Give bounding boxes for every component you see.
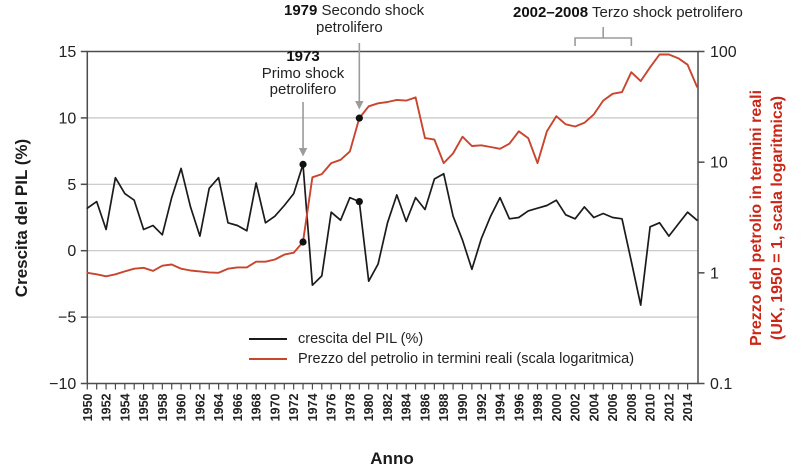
right-axis-tick-label: 100: [710, 44, 737, 61]
annotation-1973-line1: Primo shock: [261, 64, 345, 82]
right-axis-tick-label: 1: [710, 265, 719, 282]
x-tick-label: 1988: [437, 393, 451, 421]
gdp-line: [86, 163, 698, 306]
legend-item-oil: Prezzo del petrolio in termini reali (sc…: [249, 351, 634, 367]
left-axis-tick-label: −5: [58, 310, 76, 327]
annotation-1973-year: 1973: [286, 48, 320, 65]
x-tick-label: 1994: [494, 393, 508, 421]
left-axis-tick-label: −10: [49, 376, 76, 393]
x-tick-label: 2012: [662, 393, 676, 421]
x-tick-label: 2000: [550, 393, 564, 421]
x-tick-label: 1984: [400, 393, 414, 421]
x-tick-label: 1992: [475, 393, 489, 421]
left-axis-tick-label: 15: [59, 44, 77, 61]
annotation-2002-2008-text: Terzo shock petrolifero: [592, 4, 743, 21]
x-tick-label: 2004: [587, 393, 601, 421]
annotation-bracket-2002-2008: [574, 27, 633, 46]
x-tick-label: 1956: [137, 393, 151, 421]
oil-line-swatch: [249, 358, 287, 360]
x-tick-label: 1960: [175, 393, 189, 421]
right-axis-tick-label: 0.1: [710, 376, 732, 393]
x-tick-label: 1966: [231, 393, 245, 421]
left-axis-tick-label: 10: [59, 110, 77, 127]
x-tick-label: 1962: [193, 393, 207, 421]
x-tick-label: 1978: [343, 393, 357, 421]
left-axis-title: Crescita del PIL (%): [12, 138, 31, 298]
annotation-arrow-1979-head: [355, 101, 364, 110]
x-tick-label: 2002: [569, 393, 583, 421]
annotation-1973: 1973 Primo shock petrolifero: [261, 48, 345, 99]
x-tick-label: 2006: [606, 393, 620, 421]
gdp-line-swatch: [249, 338, 287, 340]
annotation-arrow-1973-head: [298, 148, 308, 157]
annotation-1979-year: 1979: [284, 2, 318, 19]
x-tick-label: 2014: [681, 393, 695, 421]
legend-label-gdp: crescita del PIL (%): [298, 331, 424, 347]
marker-dot-1979: [355, 114, 363, 122]
marker-dot-1973: [299, 160, 307, 168]
x-tick-label: 1958: [156, 393, 170, 421]
annotation-1979: 1979 Secondo shock petrolifero: [284, 2, 425, 36]
oil-price-line: [86, 53, 698, 278]
x-tick-label: 1996: [512, 393, 526, 421]
x-tick-label: 1954: [118, 393, 132, 421]
plot-border: [86, 50, 699, 385]
annotation-1979-line2: petrolifero: [316, 18, 383, 36]
x-tick-label: 1976: [325, 393, 339, 421]
legend: crescita del PIL (%) Prezzo del petrolio…: [249, 331, 634, 367]
annotation-2002-2008: 2002–2008 Terzo shock petrolifero: [513, 4, 743, 22]
right-axis-tick-label: 10: [710, 155, 728, 172]
right-axis-title-line2: (UK, 1950 = 1, scala logaritmica): [769, 95, 786, 341]
x-tick-label: 1982: [381, 393, 395, 421]
left-axis-tick-label: 0: [67, 243, 76, 260]
x-tick-label: 1980: [362, 393, 376, 421]
x-tick-label: 1968: [250, 393, 264, 421]
annotation-2002-2008-years: 2002–2008: [513, 4, 589, 21]
legend-item-gdp: crescita del PIL (%): [249, 331, 634, 347]
annotation-1979-line1: Secondo shock: [321, 2, 425, 19]
x-tick-label: 2010: [644, 393, 658, 421]
left-axis-tick-label: 5: [67, 177, 76, 194]
x-tick-label: 2008: [625, 393, 639, 421]
x-tick-label: 1950: [81, 393, 95, 421]
x-tick-label: 1964: [212, 393, 226, 421]
x-tick-label: 1972: [287, 393, 301, 421]
x-tick-label: 1974: [306, 393, 320, 421]
x-tick-label: 1952: [100, 393, 114, 421]
x-tick-label: 1998: [531, 393, 545, 421]
x-axis-title: Anno: [370, 449, 414, 468]
right-axis-title-line1: Prezzo del petrolio in termini reali: [748, 89, 765, 347]
legend-label-oil: Prezzo del petrolio in termini reali (sc…: [298, 351, 635, 367]
x-tick-label: 1990: [456, 393, 470, 421]
annotation-1973-line2: petrolifero: [269, 81, 337, 98]
marker-dot-1973: [299, 238, 307, 246]
x-tick-label: 1986: [418, 393, 432, 421]
marker-dot-1979: [355, 197, 363, 206]
x-tick-label: 1970: [268, 393, 282, 421]
